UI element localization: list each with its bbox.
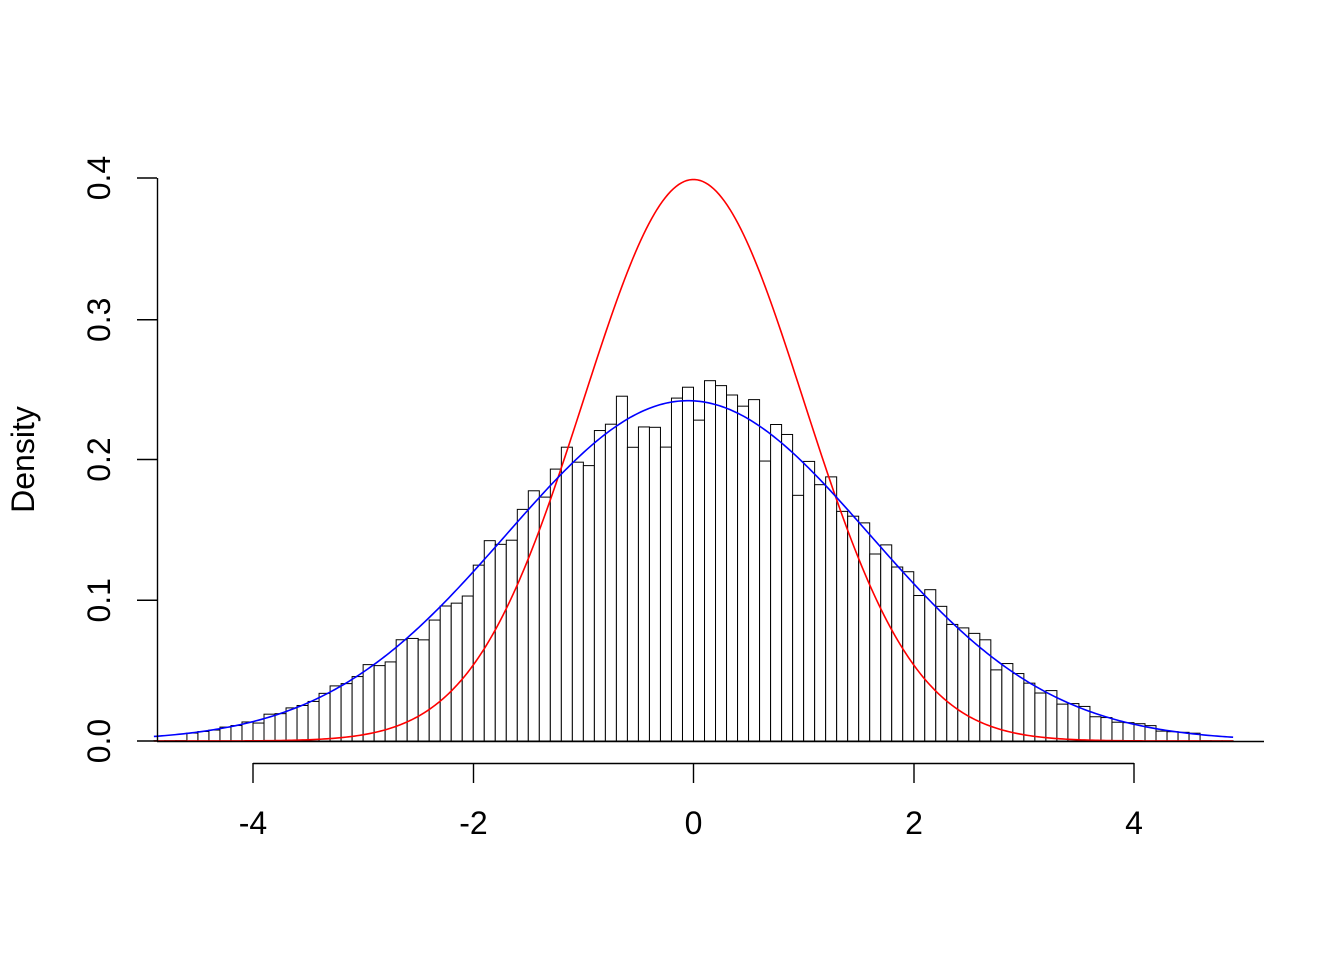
svg-text:-4: -4: [239, 805, 267, 841]
svg-text:Density: Density: [5, 406, 41, 513]
svg-text:0.0: 0.0: [81, 719, 117, 763]
svg-text:2: 2: [905, 805, 923, 841]
svg-text:0.3: 0.3: [81, 298, 117, 342]
svg-text:-2: -2: [459, 805, 487, 841]
svg-text:4: 4: [1125, 805, 1143, 841]
svg-text:0.4: 0.4: [81, 156, 117, 200]
svg-text:0.1: 0.1: [81, 578, 117, 622]
svg-text:0.2: 0.2: [81, 437, 117, 481]
svg-text:0: 0: [685, 805, 703, 841]
